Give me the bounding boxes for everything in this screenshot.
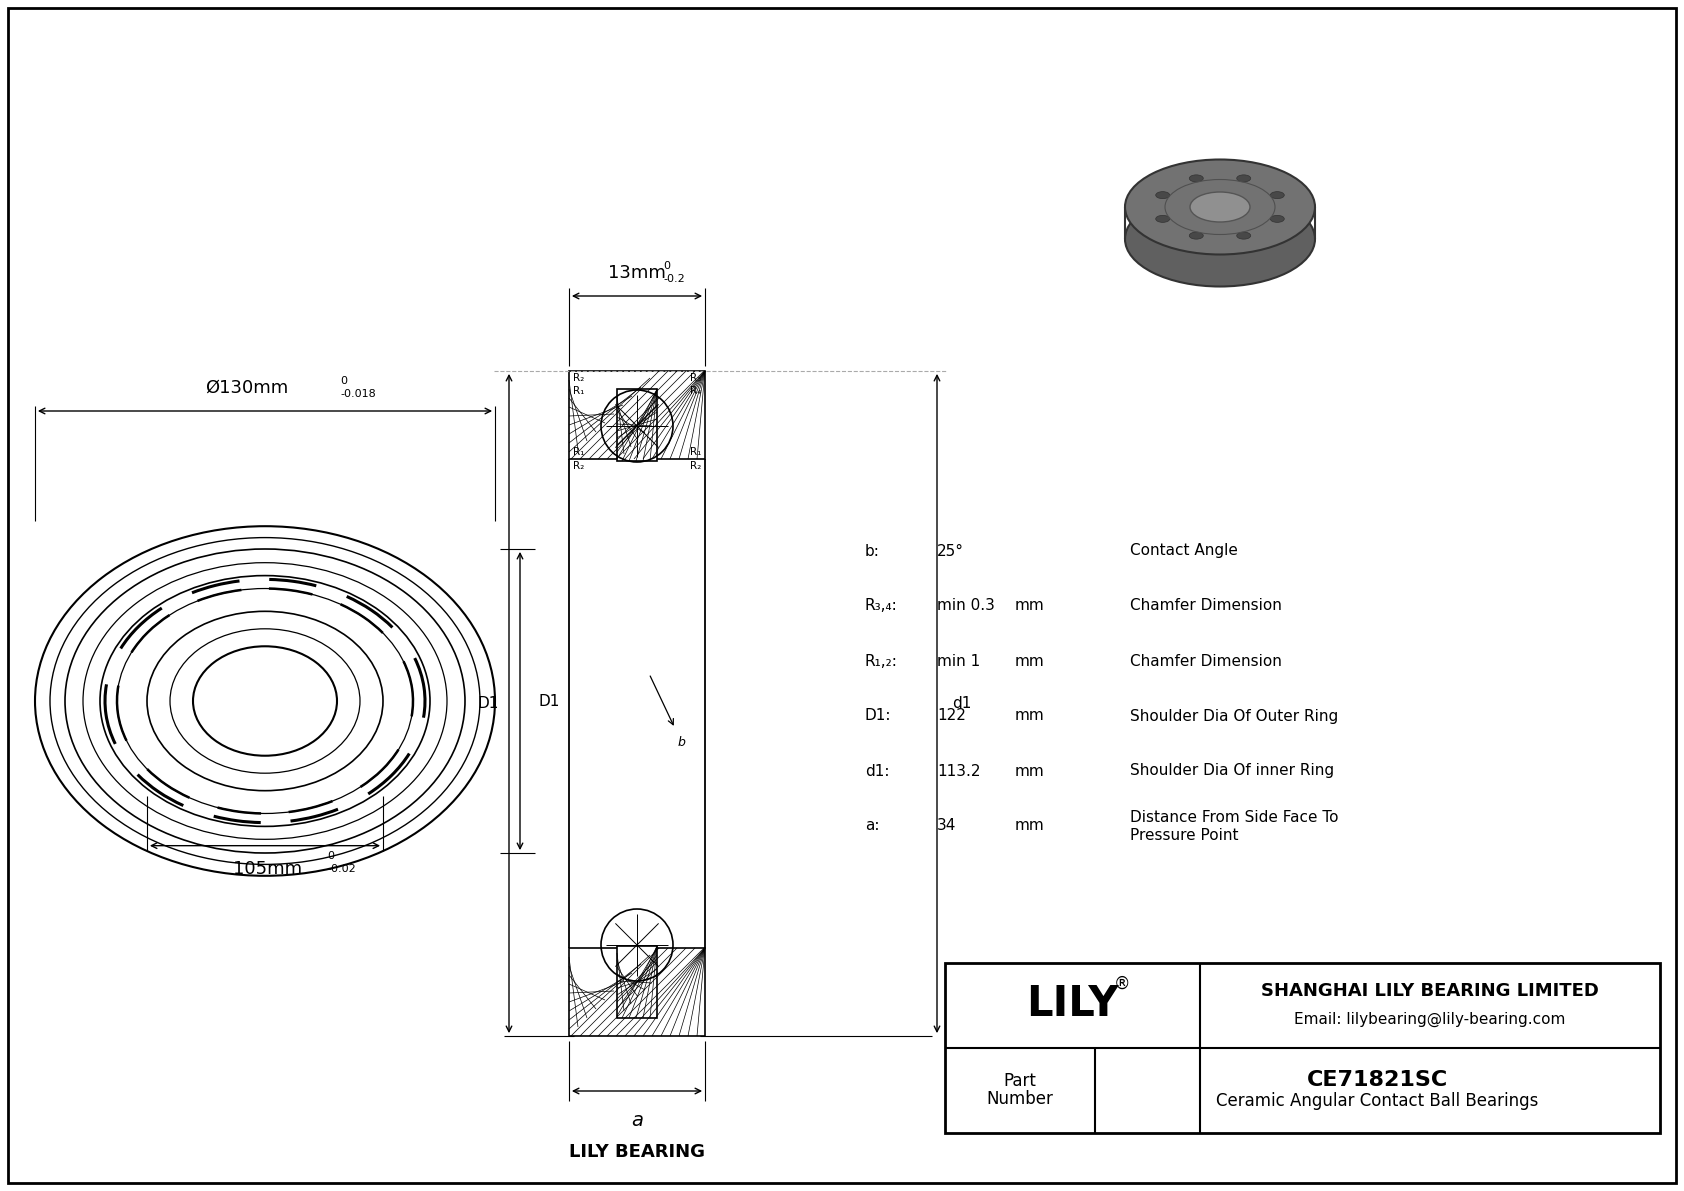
Ellipse shape: [1270, 192, 1285, 199]
Text: R₃: R₃: [690, 373, 701, 384]
Bar: [569, 948, 706, 1036]
Text: d1:: d1:: [866, 763, 889, 779]
Text: mm: mm: [1015, 818, 1044, 834]
Ellipse shape: [1236, 232, 1251, 239]
Bar: [616, 946, 657, 1018]
Text: R₁: R₁: [690, 447, 701, 457]
Text: 0: 0: [340, 376, 347, 386]
Text: Part: Part: [1004, 1073, 1036, 1091]
Ellipse shape: [1189, 232, 1204, 239]
Text: Shoulder Dia Of Outer Ring: Shoulder Dia Of Outer Ring: [1130, 709, 1339, 723]
Text: R₃,₄:: R₃,₄:: [866, 599, 898, 613]
Text: -0.2: -0.2: [663, 274, 685, 283]
Ellipse shape: [1191, 192, 1250, 222]
Text: Ceramic Angular Contact Ball Bearings: Ceramic Angular Contact Ball Bearings: [1216, 1092, 1539, 1110]
Text: 105mm: 105mm: [234, 860, 303, 878]
Text: SHANGHAI LILY BEARING LIMITED: SHANGHAI LILY BEARING LIMITED: [1261, 983, 1598, 1000]
Text: a: a: [632, 1111, 643, 1130]
Text: D1: D1: [537, 693, 559, 709]
Text: a:: a:: [866, 818, 879, 834]
Ellipse shape: [1191, 224, 1250, 254]
Text: R₁: R₁: [573, 386, 584, 395]
Bar: [945, 964, 1660, 1133]
Text: 25°: 25°: [936, 543, 963, 559]
Text: 113.2: 113.2: [936, 763, 980, 779]
Text: b: b: [679, 736, 685, 749]
Text: 0: 0: [663, 261, 670, 272]
Bar: [569, 372, 706, 459]
Text: LILY BEARING: LILY BEARING: [569, 1143, 706, 1161]
Text: ®: ®: [1115, 974, 1130, 992]
Text: 0: 0: [327, 850, 333, 861]
Text: mm: mm: [1015, 709, 1044, 723]
Ellipse shape: [1189, 175, 1204, 182]
Text: min 0.3: min 0.3: [936, 599, 995, 613]
Text: -0.018: -0.018: [340, 389, 376, 399]
Text: R₁: R₁: [573, 447, 584, 457]
Text: Number: Number: [987, 1091, 1054, 1109]
Text: Distance From Side Face To: Distance From Side Face To: [1130, 810, 1339, 824]
Text: R₁,₂:: R₁,₂:: [866, 654, 898, 668]
Text: mm: mm: [1015, 599, 1044, 613]
Text: min 1: min 1: [936, 654, 980, 668]
Ellipse shape: [1236, 175, 1251, 182]
Text: b:: b:: [866, 543, 879, 559]
Text: R₄: R₄: [690, 386, 701, 395]
Text: Contact Angle: Contact Angle: [1130, 543, 1238, 559]
Text: Chamfer Dimension: Chamfer Dimension: [1130, 599, 1282, 613]
Bar: [616, 389, 657, 461]
Ellipse shape: [1125, 192, 1315, 287]
Text: 13mm: 13mm: [608, 264, 665, 282]
Text: 122: 122: [936, 709, 967, 723]
Ellipse shape: [1125, 160, 1315, 255]
Ellipse shape: [1155, 216, 1170, 223]
Text: Shoulder Dia Of inner Ring: Shoulder Dia Of inner Ring: [1130, 763, 1334, 779]
Text: CE71821SC: CE71821SC: [1307, 1070, 1448, 1090]
Text: D1:: D1:: [866, 709, 891, 723]
Text: d1: d1: [951, 696, 972, 711]
Text: D1: D1: [478, 696, 498, 711]
Text: mm: mm: [1015, 763, 1044, 779]
Text: mm: mm: [1015, 654, 1044, 668]
Text: R₂: R₂: [690, 461, 701, 470]
Text: Chamfer Dimension: Chamfer Dimension: [1130, 654, 1282, 668]
Text: R₂: R₂: [573, 461, 584, 470]
Text: LILY: LILY: [1026, 983, 1118, 1024]
Text: -0.02: -0.02: [327, 863, 355, 874]
Text: Ø130mm: Ø130mm: [205, 379, 288, 397]
Text: Pressure Point: Pressure Point: [1130, 828, 1238, 842]
Text: R₂: R₂: [573, 373, 584, 384]
Ellipse shape: [1155, 192, 1170, 199]
Ellipse shape: [1270, 216, 1285, 223]
Text: Email: lilybearing@lily-bearing.com: Email: lilybearing@lily-bearing.com: [1295, 1012, 1566, 1027]
Text: 34: 34: [936, 818, 957, 834]
